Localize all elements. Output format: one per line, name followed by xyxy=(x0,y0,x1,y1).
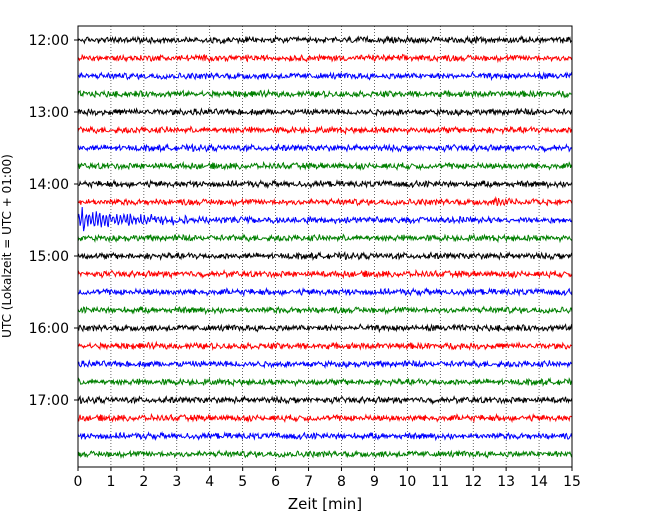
y-tick-label: 13:00 xyxy=(29,105,69,121)
trace-line xyxy=(77,431,573,442)
trace-line xyxy=(77,250,573,262)
x-tick-label: 2 xyxy=(139,474,148,490)
x-axis-ticks: 0 1 2 3 4 5 6 7 8 9 10 11 12 13 14 15 xyxy=(74,467,581,490)
x-tick-label: 14 xyxy=(530,474,548,490)
trace-line xyxy=(77,107,573,117)
y-tick-label: 17:00 xyxy=(29,393,69,409)
trace-line xyxy=(77,160,573,172)
x-tick-label: 12 xyxy=(464,474,482,490)
trace-line xyxy=(77,305,573,316)
x-tick-label: 7 xyxy=(304,474,313,490)
trace-line xyxy=(77,268,573,280)
trace-group xyxy=(77,34,573,460)
x-tick-label: 5 xyxy=(238,474,247,490)
x-tick-label: 8 xyxy=(337,474,346,490)
x-tick-label: 6 xyxy=(271,474,280,490)
x-tick-label: 3 xyxy=(172,474,181,490)
x-tick-label: 1 xyxy=(106,474,115,490)
trace-line xyxy=(77,340,573,351)
x-tick-label: 11 xyxy=(431,474,449,490)
x-tick-label: 9 xyxy=(370,474,379,490)
trace-line xyxy=(77,88,572,99)
y-tick-label: 15:00 xyxy=(29,249,69,265)
trace-line xyxy=(77,53,573,64)
trace-line xyxy=(77,286,573,298)
y-tick-label: 12:00 xyxy=(29,33,69,49)
trace-line xyxy=(77,376,573,388)
trace-line xyxy=(77,395,573,406)
x-tick-label: 0 xyxy=(74,474,83,490)
plot-frame xyxy=(77,25,573,468)
y-tick-label: 16:00 xyxy=(29,321,69,337)
trace-line xyxy=(77,125,573,136)
x-axis-label: Zeit [min] xyxy=(288,495,362,513)
trace-line xyxy=(77,206,573,232)
trace-line xyxy=(77,178,573,190)
trace-line xyxy=(77,142,573,154)
x-tick-label: 13 xyxy=(497,474,515,490)
x-tick-label: 10 xyxy=(398,474,416,490)
trace-line xyxy=(77,412,573,424)
trace-line xyxy=(77,233,573,244)
x-tick-label: 15 xyxy=(563,474,581,490)
y-axis-ticks: 12:00 13:00 14:00 15:00 16:00 17:00 xyxy=(29,33,78,409)
trace-line xyxy=(77,196,573,208)
y-tick-label: 14:00 xyxy=(29,177,69,193)
y-axis-label: UTC (Lokalzeit = UTC + 01:00) xyxy=(0,154,14,338)
x-tick-label: 4 xyxy=(205,474,214,490)
trace-line xyxy=(77,359,573,369)
trace-line xyxy=(77,323,573,334)
trace-line xyxy=(77,71,573,82)
trace-line xyxy=(77,34,573,45)
trace-line xyxy=(77,449,573,460)
